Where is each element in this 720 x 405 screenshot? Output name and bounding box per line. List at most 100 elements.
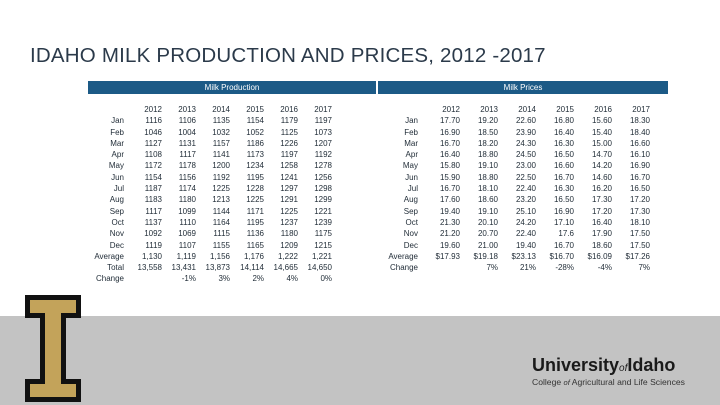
table-cell: 18.80	[477, 172, 498, 182]
table-cell: 1108	[144, 150, 162, 160]
table-cell: 1032	[212, 127, 230, 137]
table-cell: 19.40	[515, 240, 536, 250]
row-label: Jun	[111, 172, 124, 182]
table-row: Change -1% 3% 2% 4% 0%	[86, 273, 332, 284]
row-label: Feb	[404, 127, 418, 137]
table-cell: 15.40	[591, 127, 612, 137]
table-cell: 1125	[280, 127, 298, 137]
row-label: Total	[107, 263, 124, 273]
table-cell: 18.20	[477, 138, 498, 148]
table-cell: $17.93	[435, 251, 460, 261]
table-cell: 18.80	[477, 150, 498, 160]
table-cell: 18.40	[629, 127, 650, 137]
table-cell: 16.10	[629, 150, 650, 160]
table-cell: 1156	[178, 172, 196, 182]
table-row: Apr 16.40 18.80 24.50 16.50 14.70 16.10	[380, 149, 650, 160]
table-cell: 16.80	[553, 116, 574, 126]
table-cell: 1256	[314, 172, 332, 182]
table-cell: 21.20	[439, 229, 460, 239]
table-cell: 22.50	[515, 172, 536, 182]
table-row: Sep 1117 1099 1144 1171 1225 1221	[86, 206, 332, 217]
table-cell	[422, 262, 460, 273]
page-title: IDAHO MILK PRODUCTION AND PRICES, 2012 -…	[30, 44, 546, 67]
table-cell: 1200	[212, 161, 230, 171]
year-header: 2012	[442, 105, 460, 114]
table-cell: 22.40	[515, 229, 536, 239]
row-label: Change	[389, 263, 418, 273]
table-cell: 16.90	[553, 206, 574, 216]
table-cell: 19.60	[439, 240, 460, 250]
row-label: Sep	[403, 206, 418, 216]
table-cell: 1180	[178, 195, 196, 205]
table-row: Jan 1116 1106 1135 1154 1179 1197	[86, 115, 332, 126]
table-row: Jul 16.70 18.10 22.40 16.30 16.20 16.50	[380, 183, 650, 194]
table-row: Jul 1187 1174 1225 1228 1297 1298	[86, 183, 332, 194]
table-cell: 17.6	[558, 229, 574, 239]
table-cell: 1155	[212, 240, 230, 250]
table-cell: 16.60	[629, 138, 650, 148]
milk-prices-header: Milk Prices	[378, 81, 668, 94]
table-cell: 1046	[144, 127, 162, 137]
table-cell: 2%	[252, 274, 264, 284]
row-label: Mar	[110, 138, 124, 148]
table-row: Average 1,130 1,119 1,156 1,176 1,222 1,221	[86, 251, 332, 262]
table-cell: 16.70	[553, 240, 574, 250]
table-cell: 24.30	[515, 138, 536, 148]
table-cell: 1099	[178, 206, 196, 216]
table-cell: 1107	[178, 240, 196, 250]
row-label: Average	[388, 251, 418, 261]
table-cell: $16.70	[549, 251, 574, 261]
milk-production-table: 2012 2013 2014 2015 2016 2017 Jan 1116 1106 1135 1…	[86, 104, 332, 285]
year-header: 2014	[212, 105, 230, 114]
year-header: 2016	[594, 105, 612, 114]
year-header: 2017	[314, 105, 332, 114]
table-cell: 1195	[246, 217, 264, 227]
table-cell: 18.60	[591, 240, 612, 250]
table-cell: 1141	[212, 150, 230, 160]
table-cell: -4%	[597, 263, 612, 273]
table-row: Sep 19.40 19.10 25.10 16.90 17.20 17.30	[380, 206, 650, 217]
table-row: Jan 17.70 19.20 22.60 16.80 15.60 18.30	[380, 115, 650, 126]
table-cell: 18.10	[629, 217, 650, 227]
table-cell: 15.00	[591, 138, 612, 148]
table-cell: 1154	[246, 116, 264, 126]
year-header: 2016	[280, 105, 298, 114]
row-label: May	[108, 161, 124, 171]
table-cell: 16.90	[629, 161, 650, 171]
table-cell: 13,873	[205, 263, 230, 273]
table-cell: 1173	[246, 150, 264, 160]
table-row: Mar 1127 1131 1157 1186 1226 1207	[86, 138, 332, 149]
table-cell: 13,431	[171, 263, 196, 273]
university-wordmark: UniversityofIdaho	[532, 355, 676, 375]
table-cell: 14.70	[591, 150, 612, 160]
table-cell: 22.40	[515, 184, 536, 194]
table-cell: 17.60	[439, 195, 460, 205]
table-cell	[128, 273, 162, 284]
table-row: Nov 21.20 20.70 22.40 17.6 17.90 17.50	[380, 228, 650, 239]
row-label: Change	[95, 274, 124, 284]
table-row: Total 13,558 13,431 13,873 14,114 14,665 14,65…	[86, 262, 332, 273]
table-cell: 17.50	[629, 240, 650, 250]
table-cell: 21%	[519, 263, 536, 273]
milk-production-header: Milk Production	[88, 81, 376, 94]
table-cell: 21.30	[439, 217, 460, 227]
milk-prices-table: 2012 2013 2014 2015 2016 2017 Jan 17.70 19.20 22.…	[380, 104, 650, 273]
table-cell: 1186	[246, 138, 264, 148]
year-header: 2012	[144, 105, 162, 114]
table-cell: 1131	[178, 138, 196, 148]
table-cell: 14.20	[591, 161, 612, 171]
year-header: 2017	[632, 105, 650, 114]
table-cell: 20.10	[477, 217, 498, 227]
table-cell: 1157	[212, 138, 230, 148]
table-row: Dec 19.60 21.00 19.40 16.70 18.60 17.50	[380, 240, 650, 251]
row-label: Aug	[109, 195, 124, 205]
table-cell: 1,221	[311, 251, 332, 261]
table-cell: 1297	[280, 184, 298, 194]
table-cell: 1171	[246, 206, 264, 216]
table-cell: 19.10	[477, 206, 498, 216]
table-cell: 22.60	[515, 116, 536, 126]
table-cell: 14,665	[273, 263, 298, 273]
table-cell: 16.70	[439, 138, 460, 148]
table-cell: 1,119	[176, 251, 196, 261]
row-label: Jun	[405, 172, 418, 182]
